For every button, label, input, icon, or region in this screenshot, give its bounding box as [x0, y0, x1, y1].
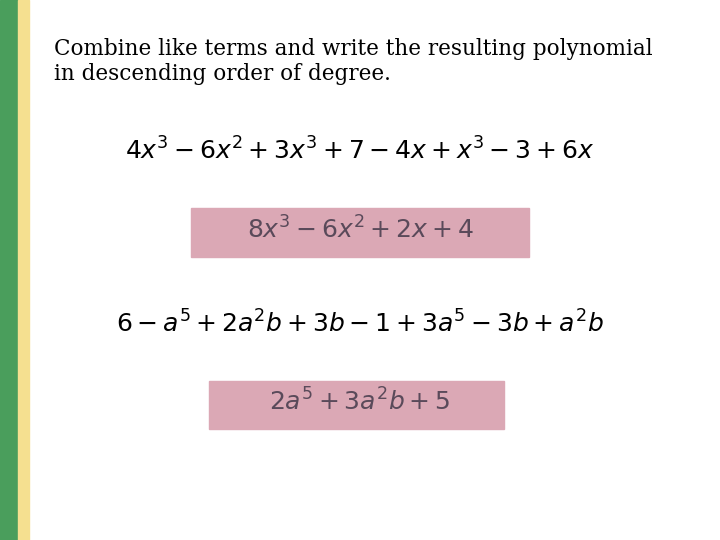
FancyBboxPatch shape [209, 381, 504, 429]
Text: Combine like terms and write the resulting polynomial
in descending order of deg: Combine like terms and write the resulti… [54, 38, 652, 85]
Text: $4x^{3}-6x^{2}+3x^{3}+7-4x+x^{3}-3+6x$: $4x^{3}-6x^{2}+3x^{3}+7-4x+x^{3}-3+6x$ [125, 138, 595, 165]
Text: $2a^{5}+3a^{2}b+5$: $2a^{5}+3a^{2}b+5$ [269, 389, 451, 416]
FancyBboxPatch shape [191, 208, 529, 256]
Text: $6-a^{5}+2a^{2}b+3b-1+3a^{5}-3b+a^{2}b$: $6-a^{5}+2a^{2}b+3b-1+3a^{5}-3b+a^{2}b$ [116, 310, 604, 338]
Text: $8x^{3}-6x^{2}+2x+4$: $8x^{3}-6x^{2}+2x+4$ [247, 216, 473, 243]
